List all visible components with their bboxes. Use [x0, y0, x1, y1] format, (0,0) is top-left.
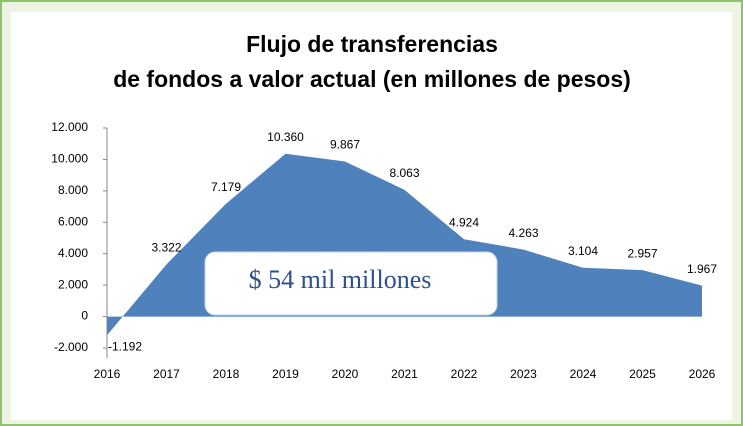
value-label: 4.263	[508, 226, 538, 240]
annotation: $ 54 mil millones	[249, 265, 432, 294]
y-tick-label: -2.000	[54, 340, 88, 354]
y-tick-label: 2.000	[58, 277, 88, 291]
value-label: 2.957	[627, 246, 657, 260]
y-tick-label: 8.000	[58, 183, 88, 197]
x-tick-label: 2020	[332, 367, 359, 381]
x-tick-label: 2026	[689, 367, 716, 381]
chart-title: Flujo de transferencias	[246, 31, 498, 57]
value-label: 9.867	[330, 138, 360, 152]
value-label: 1.967	[687, 262, 717, 276]
annotation-box	[204, 251, 498, 316]
value-label: -1.192	[108, 339, 142, 353]
y-tick-label: 6.000	[58, 214, 88, 228]
value-label: 10.360	[267, 130, 304, 144]
x-tick-label: 2019	[272, 367, 299, 381]
value-label: 8.063	[389, 166, 419, 180]
x-tick-label: 2023	[510, 367, 537, 381]
chart-title: de fondos a valor actual (en millones de…	[113, 66, 631, 92]
x-tick-label: 2025	[629, 367, 656, 381]
x-tick-label: 2021	[391, 367, 418, 381]
y-tick-label: 10.000	[51, 152, 88, 166]
x-tick-label: 2016	[94, 367, 121, 381]
y-tick-label: 0	[81, 309, 88, 323]
y-tick-label: 12.000	[51, 120, 88, 134]
x-tick-label: 2022	[451, 367, 478, 381]
x-tick-label: 2024	[570, 367, 597, 381]
value-label: 3.322	[151, 241, 181, 255]
x-tick-label: 2018	[213, 367, 240, 381]
value-label: 3.104	[568, 244, 598, 258]
value-label: 7.179	[211, 180, 241, 194]
y-tick-label: 4.000	[58, 246, 88, 260]
value-label: 4.924	[449, 215, 479, 229]
x-tick-label: 2017	[153, 367, 180, 381]
